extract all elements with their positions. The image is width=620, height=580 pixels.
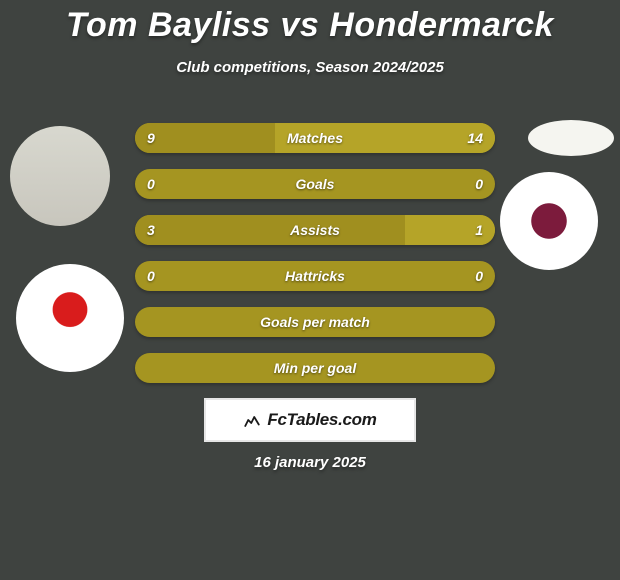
stats-bars: 914Matches 00Goals 31Assists 00Hattricks Goa…	[135, 123, 495, 399]
player-avatar-right	[528, 120, 614, 156]
stat-label: Assists	[135, 215, 495, 245]
stat-row: Goals per match	[135, 307, 495, 337]
stat-row: 31Assists	[135, 215, 495, 245]
brand-text: FcTables.com	[267, 410, 376, 430]
page-title: Tom Bayliss vs Hondermarck	[0, 0, 620, 45]
stat-label: Goals	[135, 169, 495, 199]
stat-label: Min per goal	[135, 353, 495, 383]
stat-row: 00Hattricks	[135, 261, 495, 291]
subtitle: Club competitions, Season 2024/2025	[0, 59, 620, 76]
stat-row: 914Matches	[135, 123, 495, 153]
club-badge-left	[16, 264, 124, 372]
brand-box: FcTables.com	[204, 398, 416, 442]
brand-icon	[243, 411, 261, 429]
stat-label: Goals per match	[135, 307, 495, 337]
date-text: 16 january 2025	[0, 454, 620, 471]
stat-label: Hattricks	[135, 261, 495, 291]
club-badge-right	[500, 172, 598, 270]
stat-label: Matches	[135, 123, 495, 153]
player-avatar-left	[10, 126, 110, 226]
stat-row: Min per goal	[135, 353, 495, 383]
stat-row: 00Goals	[135, 169, 495, 199]
